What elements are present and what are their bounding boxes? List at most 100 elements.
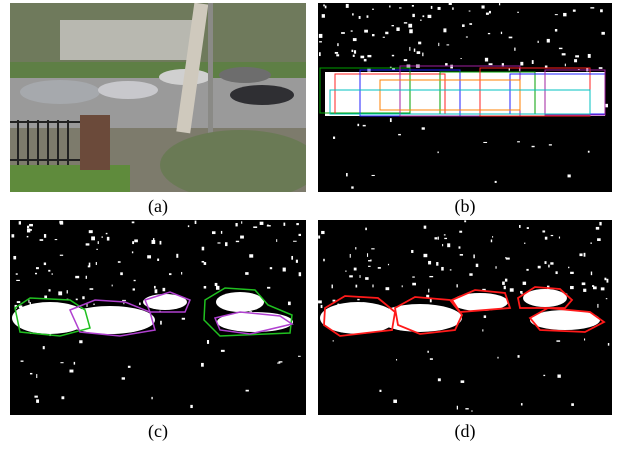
- noise-dot: [423, 254, 427, 257]
- noise-dot: [221, 231, 222, 234]
- noise-dot: [160, 321, 162, 325]
- noise-dot: [591, 272, 592, 276]
- noise-dot: [89, 230, 93, 233]
- noise-dot: [532, 60, 534, 64]
- noise-dot: [590, 243, 591, 244]
- foreground: [325, 72, 605, 116]
- noise-dot: [204, 286, 206, 289]
- noise-dot: [364, 30, 368, 33]
- noise-dot: [548, 265, 549, 268]
- noise-dot: [102, 236, 103, 238]
- noise-dot: [134, 239, 138, 242]
- noise-dot: [409, 29, 412, 33]
- noise-dot: [30, 373, 32, 374]
- noise-dot: [438, 7, 441, 10]
- noise-dot: [420, 20, 421, 21]
- noise-dot: [356, 285, 358, 288]
- noise-dot: [367, 15, 369, 17]
- noise-dot: [323, 259, 325, 261]
- noise-dot: [59, 221, 62, 224]
- noise-dot: [236, 241, 239, 242]
- noise-dot: [532, 146, 535, 147]
- noise-dot: [396, 359, 397, 360]
- noise-dot: [332, 285, 333, 289]
- noise-dot: [132, 241, 134, 244]
- noise-dot: [319, 41, 322, 42]
- noise-dot: [291, 256, 293, 260]
- noise-dot: [91, 236, 95, 240]
- noise-dot: [195, 221, 197, 224]
- noise-dot: [476, 264, 479, 267]
- noise-dot: [556, 340, 560, 341]
- building: [60, 20, 200, 60]
- noise-dot: [212, 231, 216, 234]
- noise-dot: [502, 282, 505, 285]
- noise-dot: [112, 285, 113, 287]
- noise-dot: [318, 235, 320, 238]
- noise-dot: [428, 289, 429, 293]
- noise-dot: [459, 231, 462, 233]
- noise-dot: [246, 390, 249, 392]
- noise-dot: [460, 254, 463, 256]
- noise-dot: [346, 4, 349, 8]
- noise-dot: [443, 28, 446, 32]
- noise-dot: [600, 9, 603, 12]
- noise-dot: [557, 374, 560, 377]
- noise-dot: [519, 225, 521, 228]
- noise-dot: [372, 9, 374, 10]
- noise-dot: [438, 237, 439, 240]
- noise-dot: [321, 231, 324, 234]
- noise-dot: [155, 289, 158, 293]
- noise-dot: [293, 241, 297, 242]
- noise-dot: [27, 226, 29, 229]
- noise-dot: [283, 223, 285, 226]
- noise-dot: [449, 3, 452, 5]
- noise-dot: [510, 288, 514, 291]
- noise-dot: [353, 38, 357, 41]
- bush: [160, 130, 320, 200]
- noise-dot: [588, 54, 591, 58]
- noise-dot: [573, 10, 576, 12]
- noise-dot: [389, 5, 390, 7]
- noise-dot: [169, 273, 171, 275]
- noise-dot: [321, 305, 323, 308]
- noise-dot: [408, 24, 412, 28]
- noise-dot: [249, 254, 253, 257]
- noise-dot: [438, 43, 439, 46]
- noise-dot: [456, 284, 457, 287]
- noise-dot: [590, 7, 594, 8]
- noise-dot: [505, 257, 506, 259]
- car: [219, 67, 271, 83]
- noise-dot: [469, 23, 472, 25]
- noise-dot: [260, 222, 264, 225]
- noise-dot: [604, 278, 606, 281]
- noise-dot: [44, 234, 46, 238]
- noise-dot: [82, 296, 84, 299]
- figure: (a) (b) (c) (d): [0, 0, 618, 450]
- noise-dot: [118, 261, 121, 263]
- noise-dot: [323, 4, 325, 6]
- noise-dot: [267, 225, 271, 226]
- noise-dot: [592, 285, 594, 287]
- noise-dot: [607, 279, 609, 283]
- noise-dot: [414, 49, 415, 52]
- noise-dot: [190, 405, 192, 408]
- noise-dot: [253, 226, 257, 228]
- noise-dot: [442, 244, 443, 246]
- noise-dot: [365, 228, 367, 231]
- noise-dot: [122, 377, 125, 379]
- noise-dot: [201, 363, 204, 367]
- noise-dot: [368, 266, 371, 267]
- noise-dot: [346, 173, 348, 176]
- noise-dot: [550, 262, 553, 264]
- noise-dot: [427, 351, 428, 353]
- noise-dot: [555, 14, 558, 15]
- noise-dot: [509, 37, 513, 39]
- noise-dot: [596, 227, 599, 230]
- noise-dot: [471, 411, 473, 412]
- noise-dot: [497, 357, 498, 359]
- noise-dot: [351, 186, 353, 188]
- noise-dot: [364, 59, 367, 61]
- noise-dot: [501, 32, 502, 34]
- noise-dot: [355, 247, 356, 249]
